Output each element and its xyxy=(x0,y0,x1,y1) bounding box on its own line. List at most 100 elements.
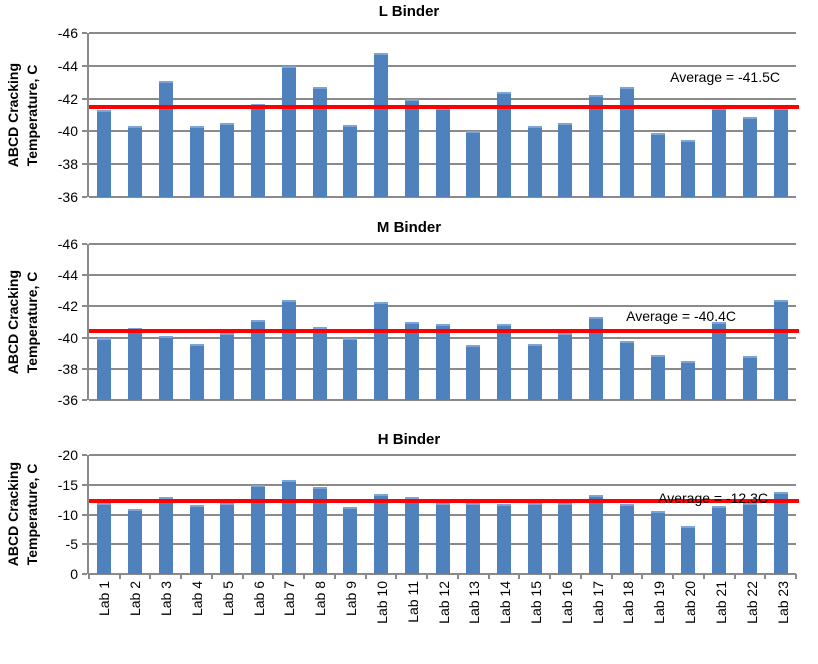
x-axis-label-slot: Lab 2 xyxy=(120,581,151,659)
plot-area: Average = -41.5C xyxy=(87,32,799,198)
bar xyxy=(466,503,481,574)
bar xyxy=(466,131,481,197)
y-tick-mark xyxy=(82,32,87,34)
x-tick-mark xyxy=(426,574,429,579)
y-tick-label: -44 xyxy=(57,57,78,74)
x-axis-labels: Lab 1 Lab 2 Lab 3 Lab 4 Lab 5 Lab 6 Lab 7 Lab 8… xyxy=(89,581,798,659)
y-tick-mark xyxy=(82,130,87,133)
x-axis-label-slot: Lab 20 xyxy=(675,581,706,659)
gridline xyxy=(89,243,796,245)
y-axis-title-line1: ABCD Cracking xyxy=(5,269,22,375)
average-line xyxy=(89,329,799,334)
bar xyxy=(343,337,358,400)
bar xyxy=(128,328,143,400)
x-axis-label-slot: Lab 23 xyxy=(767,581,798,659)
bar xyxy=(128,508,143,574)
chart-m-binder: M Binder ABCD Cracking Temperature, C -46… xyxy=(0,218,818,408)
bar xyxy=(496,504,511,574)
x-axis-label-slot: Lab 3 xyxy=(151,581,182,659)
y-tick-mark xyxy=(82,97,87,100)
x-axis-label-slot: Lab 21 xyxy=(706,581,737,659)
x-axis-label-slot: Lab 22 xyxy=(736,581,767,659)
x-axis-label: Lab 15 xyxy=(528,581,544,624)
x-axis-label-slot: Lab 12 xyxy=(428,581,459,659)
bar xyxy=(619,87,634,197)
x-axis-label: Lab 18 xyxy=(620,581,637,624)
bar xyxy=(404,496,419,574)
y-tick-mark xyxy=(82,454,87,456)
bar xyxy=(773,491,788,574)
bar xyxy=(558,123,573,197)
x-axis-label-slot: Lab 18 xyxy=(613,581,644,659)
x-axis-label: Lab 9 xyxy=(343,581,360,617)
gridline xyxy=(89,399,796,401)
x-tick-mark xyxy=(149,574,152,579)
x-tick-mark xyxy=(549,574,552,579)
bar xyxy=(527,502,542,574)
y-tick-label: -38 xyxy=(57,360,78,377)
y-tick-label: -42 xyxy=(57,90,78,107)
x-axis-label: Lab 7 xyxy=(281,581,298,617)
bar xyxy=(374,494,389,574)
x-axis-label: Lab 16 xyxy=(558,581,575,624)
y-tick-label: -40 xyxy=(57,329,78,346)
y-axis-title: ABCD Cracking Temperature, C xyxy=(0,244,46,400)
x-axis-label: Lab 22 xyxy=(743,581,760,624)
bar xyxy=(281,300,296,400)
x-axis-label-slot: Lab 14 xyxy=(490,581,521,659)
plot-area: Average = -12.3C xyxy=(87,454,799,579)
x-axis-label-slot: Lab 10 xyxy=(366,581,397,659)
x-axis-label: Lab 6 xyxy=(250,581,267,617)
x-tick-mark xyxy=(395,574,398,579)
average-annotation: Average = -40.4C xyxy=(626,308,736,325)
bar xyxy=(650,510,665,574)
bar xyxy=(496,323,511,400)
chart-l-binder: L Binder ABCD Cracking Temperature, C -46… xyxy=(0,2,818,205)
x-axis-label-slot: Lab 16 xyxy=(551,581,582,659)
y-axis-title-line1: ABCD Cracking xyxy=(5,62,22,168)
bar xyxy=(435,108,450,197)
chart-title: H Binder xyxy=(377,431,441,448)
bar xyxy=(681,525,696,574)
x-axis-label: Lab 3 xyxy=(158,581,175,617)
bar xyxy=(712,322,727,400)
y-axis-title-line1: ABCD Cracking xyxy=(5,462,22,567)
x-axis-label: Lab 11 xyxy=(404,581,421,623)
x-tick-mark xyxy=(88,574,90,579)
x-tick-mark xyxy=(733,574,736,579)
bar xyxy=(619,504,634,574)
x-axis-label-slot: Lab 4 xyxy=(181,581,212,659)
bar xyxy=(374,301,389,400)
x-axis-label-slot: Lab 1 xyxy=(89,581,120,659)
bar xyxy=(158,497,173,574)
x-tick-mark xyxy=(641,574,644,579)
bar xyxy=(97,337,112,400)
bar xyxy=(589,95,604,197)
bar xyxy=(681,361,696,400)
plot-area: Average = -40.4C xyxy=(87,243,799,401)
average-annotation: Average = -41.5C xyxy=(670,68,780,85)
x-tick-mark xyxy=(702,574,705,579)
chart-body: ABCD Cracking Temperature, C -46 -44 -42 -40… xyxy=(0,25,818,205)
y-tick-label: -42 xyxy=(57,298,78,315)
x-axis-label: Lab 12 xyxy=(435,581,452,624)
x-axis-label: Lab 19 xyxy=(651,581,668,624)
bar xyxy=(251,485,266,574)
x-axis-label: Lab 20 xyxy=(682,581,699,624)
y-axis-ticks: -46 -44 -42 -40 -38 -36 xyxy=(46,25,87,205)
gridline xyxy=(89,454,796,456)
y-axis-ticks: -46 -44 -42 -40 -38 -36 xyxy=(46,236,87,408)
bar xyxy=(404,322,419,400)
bar xyxy=(158,336,173,400)
chart-title: M Binder xyxy=(376,219,442,236)
y-tick-label: -44 xyxy=(57,267,78,284)
bar xyxy=(589,317,604,400)
x-axis-label-slot: Lab 8 xyxy=(305,581,336,659)
y-tick-mark xyxy=(82,163,87,166)
bar xyxy=(527,126,542,197)
y-tick-label: -40 xyxy=(57,123,78,140)
bar xyxy=(128,126,143,197)
bar xyxy=(189,126,204,197)
bar xyxy=(650,133,665,197)
